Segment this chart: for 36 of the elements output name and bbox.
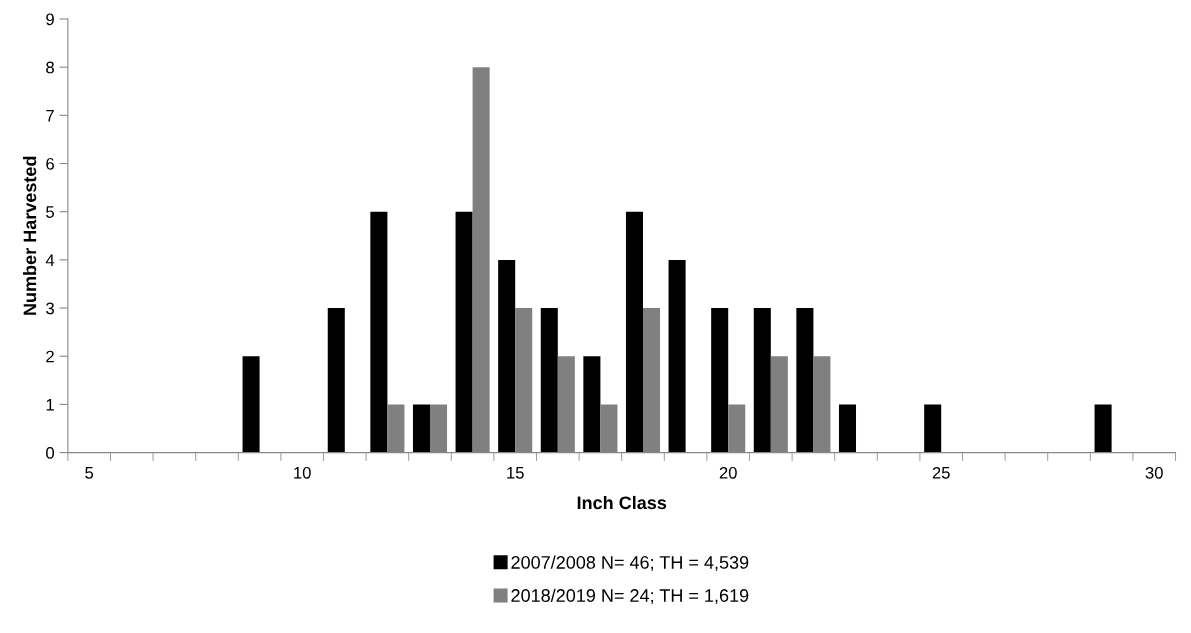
y-tick-label: 4 [45, 254, 55, 266]
y-tick-label: 9 [46, 13, 54, 26]
bar [583, 356, 601, 453]
x-axis-title: Inch Class [577, 495, 667, 510]
bar [242, 356, 260, 453]
bar [455, 211, 473, 453]
y-tick-label: 1 [46, 398, 54, 411]
y-axis-title: Number Harvested [23, 156, 37, 315]
y-tick-label: 0 [46, 447, 55, 459]
bar [711, 308, 729, 453]
y-tick-label: 6 [46, 157, 54, 170]
x-tick-label: 30 [1145, 466, 1163, 479]
y-tick-label: 2 [46, 350, 54, 363]
bar [838, 404, 857, 453]
bar [924, 404, 942, 453]
y-tick-label: 3 [46, 302, 54, 315]
bar [668, 259, 686, 453]
y-tick-label: 5 [46, 206, 54, 218]
x-tick-label: 25 [932, 466, 950, 479]
bar [540, 308, 558, 453]
x-tick-label: 20 [719, 466, 737, 479]
bar [498, 259, 516, 453]
x-tick-label: 10 [294, 466, 311, 479]
bar [1094, 404, 1112, 453]
bar [412, 404, 430, 453]
legend-label: 2007/2008 N= 46; TH = 4,539 [511, 555, 749, 571]
x-tick-label: 5 [85, 467, 94, 479]
legend-label: 2018/2019 N= 24; TH = 1,619 [511, 588, 749, 605]
bar [625, 211, 643, 453]
bar [370, 211, 388, 453]
x-tick-label: 15 [507, 467, 524, 479]
y-tick-label: 7 [46, 109, 54, 122]
bar [327, 308, 345, 453]
y-tick-label: 8 [46, 61, 54, 74]
bar [753, 308, 771, 453]
bar [796, 308, 814, 453]
